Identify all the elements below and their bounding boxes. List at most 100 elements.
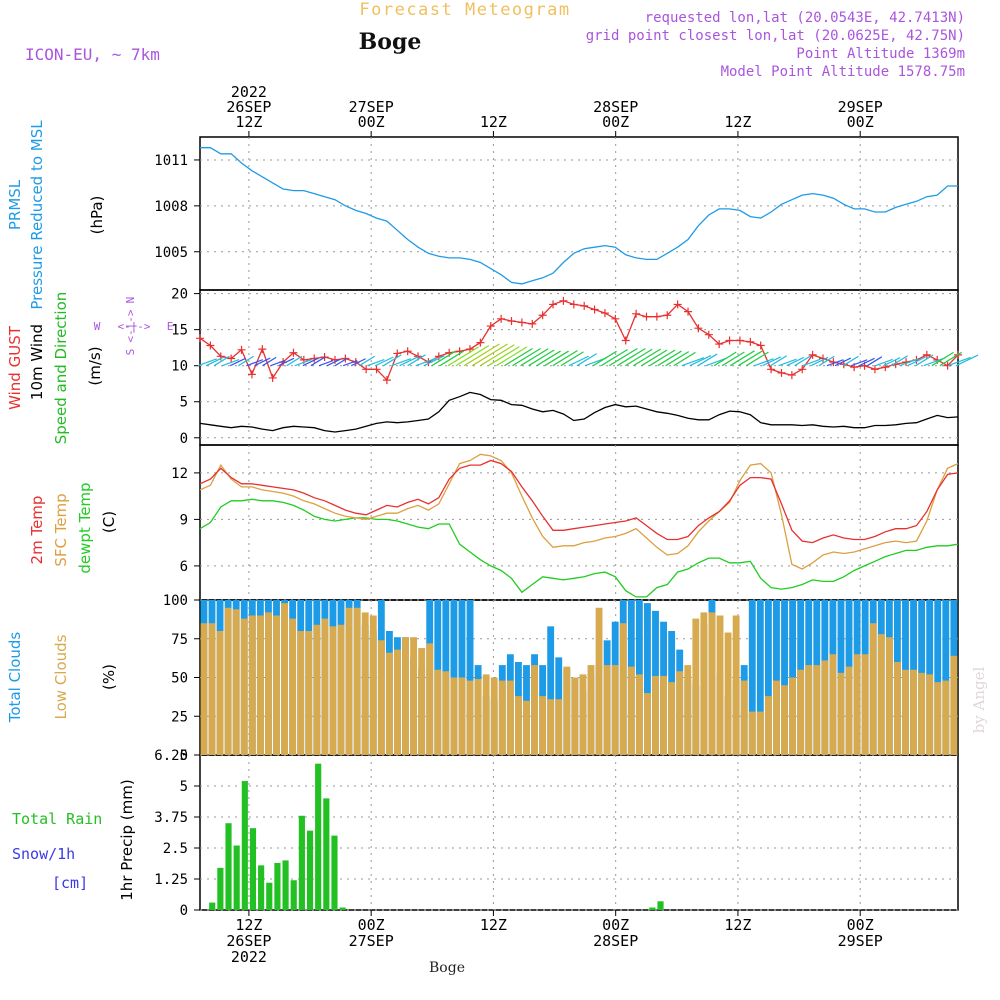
wind-gust-marker (590, 305, 599, 314)
rain-bar (274, 862, 281, 910)
wind-tick-label: 0 (180, 431, 188, 447)
low-cloud-bar (539, 696, 547, 755)
rain-bar (241, 781, 248, 910)
low-cloud-bar (224, 607, 232, 755)
low-cloud-bar (450, 677, 458, 755)
low-cloud-bar (523, 700, 530, 755)
wind-direction-arrow (737, 350, 763, 367)
low-cloud-bar (506, 680, 514, 755)
low-cloud-bar (402, 637, 409, 755)
model-label: ICON-EU, ~ 7km (25, 45, 160, 64)
total-cloud-bar (756, 600, 764, 755)
wind-direction-arrow (713, 351, 737, 367)
wind-direction-arrow (794, 355, 812, 367)
wind-gust-marker (694, 324, 703, 333)
wind-direction-arrow (875, 358, 893, 367)
bottom-time-label: 12Z (235, 916, 262, 934)
low-cloud-bar (563, 666, 571, 755)
rain-bar (282, 860, 289, 910)
plot-area: 1005 1008 1011 0 5 10 15 20 6 9 12 0 25 50 75 100 0 1.25 2… (6, 83, 979, 966)
wind-direction-arrow (496, 346, 528, 367)
low-clouds-label: Low Clouds (52, 634, 70, 719)
pressure-tick-label: 1011 (154, 153, 188, 169)
low-cloud-bar (337, 624, 345, 755)
wind-direction-arrow (955, 354, 979, 367)
wind-gust-marker (538, 311, 547, 320)
requested-coords: requested lon,lat (20.0543E, 42.7413N) (645, 10, 965, 26)
wind-tick-label: 5 (180, 395, 188, 411)
wind-gust-marker (497, 314, 506, 323)
snow-unit-label: [cm] (52, 874, 88, 892)
low-cloud-bar (797, 669, 805, 755)
rain-bar (323, 798, 330, 910)
wind-gust-marker (632, 309, 641, 318)
low-cloud-bar (474, 679, 482, 755)
wind-gust-marker (549, 300, 558, 309)
bottom-time-label: 00Z (358, 916, 385, 934)
wind-gust-marker (600, 309, 609, 318)
precip-tick-label: 5 (180, 779, 188, 795)
low-cloud-bar (216, 631, 224, 755)
top-time-label: 2022 (231, 83, 267, 101)
low-cloud-bar (635, 674, 643, 755)
wind-gust-marker (808, 350, 817, 359)
wind-direction-arrow (294, 358, 312, 367)
total-cloud-bar (644, 603, 651, 755)
low-cloud-bar (676, 671, 684, 755)
wind-direction-arrow (528, 349, 555, 367)
low-cloud-bar (321, 618, 329, 755)
total-clouds-label: Total Clouds (6, 632, 24, 724)
total-rain-label: Total Rain (12, 810, 102, 828)
total-cloud-bar (934, 600, 942, 755)
wind-direction-arrow (762, 356, 782, 367)
wind-direction-arrow (939, 351, 962, 367)
total-cloud-bar (748, 600, 756, 755)
low-cloud-bar (893, 662, 901, 755)
wind-gust-marker (870, 365, 879, 374)
low-cloud-bar (442, 671, 450, 755)
temperature-tick-label: 9 (180, 512, 188, 528)
top-time-label: 26SEP (226, 98, 271, 116)
wind-gust-marker (704, 330, 713, 339)
wind-gust-marker (393, 349, 402, 358)
wind-direction-arrow (649, 349, 676, 367)
wind-gust-marker (798, 365, 807, 374)
low-cloud-bar (313, 624, 321, 755)
wind-unit: (m/s) (86, 346, 104, 385)
low-cloud-bar (861, 654, 869, 755)
wind-gust-marker (746, 337, 755, 346)
low-cloud-bar (385, 652, 393, 755)
top-time-label: 29SEP (838, 98, 883, 116)
low-cloud-bar (571, 677, 579, 755)
wind-gust-marker (777, 368, 786, 377)
low-cloud-bar (918, 672, 926, 755)
wind-gust-marker (569, 300, 578, 309)
low-cloud-bar (829, 654, 837, 755)
wind-direction-arrow (826, 359, 844, 367)
low-cloud-bar (748, 711, 756, 755)
low-cloud-bar (418, 648, 426, 755)
total-cloud-bar (466, 600, 474, 755)
wind-direction-arrow (891, 355, 909, 367)
compass-e: E (167, 320, 174, 333)
wind-gust-marker (382, 376, 391, 385)
rain-bar (339, 907, 346, 910)
low-cloud-bar (926, 674, 934, 755)
low-cloud-bar (660, 675, 668, 755)
low-cloud-bar (603, 665, 611, 755)
wind-gust-label: Wind GUST (6, 325, 24, 410)
wind-gust-marker (652, 312, 661, 321)
wind-direction-arrow (375, 356, 394, 367)
wind-gust-marker (943, 361, 952, 370)
rain-bar (233, 845, 240, 910)
location-title: Boge (359, 29, 422, 55)
compass-w: W (94, 320, 101, 333)
clouds-tick-label: 100 (163, 593, 188, 609)
rain-bar (225, 823, 232, 910)
wind-gust-marker (237, 345, 246, 354)
wind-direction-arrow (278, 357, 295, 367)
wind-direction-arrow (455, 345, 490, 367)
bottom-time-label: 27SEP (349, 932, 394, 950)
wind-gust-marker (735, 336, 744, 345)
low-cloud-bar (716, 615, 724, 755)
